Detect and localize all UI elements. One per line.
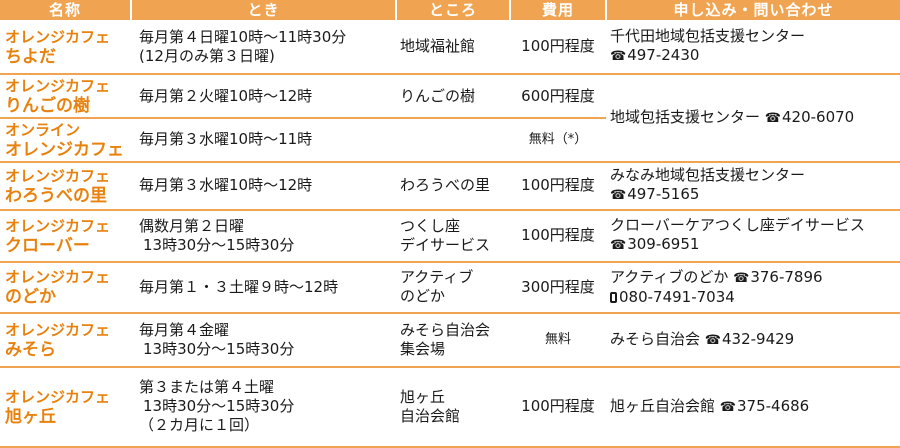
cafe-when: 毎月第２火曜10時～12時 bbox=[131, 74, 396, 119]
cafe-when: 毎月第３水曜10時～12時 bbox=[131, 161, 396, 211]
cafe-where: りんごの樹 bbox=[396, 74, 510, 119]
telephone-icon: ☎ bbox=[704, 332, 721, 348]
phone-number: 432-9429 bbox=[722, 329, 795, 348]
cafe-when: 毎月第４日曜10時～11時30分 (12月のみ第３日曜) bbox=[131, 20, 396, 76]
cafe-contact: みなみ地域包括支援センター ☎497-5165 bbox=[606, 161, 900, 211]
cafe-contact: みそら自治会 ☎432-9429 bbox=[606, 312, 900, 368]
cafe-contact: クローバーケアつくし座デイサービス ☎309-6951 bbox=[606, 209, 900, 263]
header-contact: 申し込み・問い合わせ bbox=[606, 0, 900, 20]
table-row: オンライン オレンジカフェ 毎月第３水曜10時～11時 無料（*） bbox=[0, 117, 900, 163]
cafe-contact: 千代田地域包括支援センター ☎497-2430 bbox=[606, 20, 900, 76]
cafe-name: オレンジカフェ 旭ヶ丘 bbox=[0, 366, 131, 448]
cafe-fee: 100円程度 bbox=[510, 161, 606, 211]
table-row: オレンジカフェ わろうべの里 毎月第３水曜10時～12時 わろうべの里 100円… bbox=[0, 161, 900, 211]
cafe-fee: 300円程度 bbox=[510, 261, 606, 314]
telephone-icon: ☎ bbox=[610, 238, 627, 254]
cafe-where: アクティブ のどか bbox=[396, 261, 510, 314]
cafe-where: 地域福祉館 bbox=[396, 20, 510, 76]
mobile-number: 080-7491-7034 bbox=[619, 287, 735, 306]
telephone-icon: ☎ bbox=[610, 49, 627, 65]
header-name: 名称 bbox=[0, 0, 132, 20]
cafe-name: オレンジカフェ クローバー bbox=[0, 209, 131, 263]
table-row: オレンジカフェ のどか 毎月第１・３土曜９時～12時 アクティブ のどか 300… bbox=[0, 261, 900, 314]
table-row: オレンジカフェ ちよだ 毎月第４日曜10時～11時30分 (12月のみ第３日曜)… bbox=[0, 20, 900, 76]
cafe-fee: 無料 bbox=[510, 312, 606, 368]
cafe-contact: 地域包括支援センター ☎420-6070 bbox=[606, 74, 900, 163]
cafe-name: オレンジカフェ のどか bbox=[0, 261, 131, 314]
cafe-fee: 100円程度 bbox=[510, 366, 606, 448]
header-when: とき bbox=[131, 0, 397, 20]
cafe-when: 偶数月第２日曜 13時30分～15時30分 bbox=[131, 209, 396, 263]
cafe-where: わろうべの里 bbox=[396, 161, 510, 211]
table-row: オレンジカフェ 旭ヶ丘 第３または第４土曜 13時30分～15時30分 （２カ月… bbox=[0, 366, 900, 448]
cafe-fee: 100円程度 bbox=[510, 20, 606, 76]
table-row: オレンジカフェ クローバー 偶数月第２日曜 13時30分～15時30分 つくし座… bbox=[0, 209, 900, 263]
cafe-fee: 無料（*） bbox=[510, 117, 606, 163]
cafe-name: オレンジカフェ ちよだ bbox=[0, 20, 131, 76]
mobile-phone-icon bbox=[610, 291, 617, 303]
cafe-where: みそら自治会 集会場 bbox=[396, 312, 510, 368]
cafe-when: 毎月第４金曜 13時30分～15時30分 bbox=[131, 312, 396, 368]
cafe-when: 毎月第１・３土曜９時～12時 bbox=[131, 261, 396, 314]
header-row: 名称 とき ところ 費用 申し込み・問い合わせ bbox=[0, 0, 900, 20]
cafe-contact: アクティブのどか ☎376-7896 080-7491-7034 bbox=[606, 261, 900, 314]
header-where: ところ bbox=[396, 0, 511, 20]
cafe-where: つくし座 デイサービス bbox=[396, 209, 510, 263]
phone-number: 375-4686 bbox=[737, 396, 810, 415]
phone-number: 420-6070 bbox=[782, 107, 855, 126]
header-fee: 費用 bbox=[510, 0, 607, 20]
cafe-name: オレンジカフェ みそら bbox=[0, 312, 131, 368]
telephone-icon: ☎ bbox=[764, 110, 781, 126]
cafe-contact: 旭ヶ丘自治会館 ☎375-4686 bbox=[606, 366, 900, 448]
cafe-where bbox=[396, 117, 510, 163]
telephone-icon: ☎ bbox=[733, 270, 750, 286]
phone-number: 376-7896 bbox=[750, 267, 823, 286]
cafe-name: オンライン オレンジカフェ bbox=[0, 117, 131, 163]
phone-number: 497-2430 bbox=[627, 46, 700, 65]
cafe-when: 毎月第３水曜10時～11時 bbox=[131, 117, 396, 163]
phone-number: 309-6951 bbox=[627, 235, 700, 254]
cafe-where: 旭ヶ丘 自治会館 bbox=[396, 366, 510, 448]
telephone-icon: ☎ bbox=[610, 188, 627, 204]
cafe-name: オレンジカフェ りんごの樹 bbox=[0, 74, 131, 119]
phone-number: 497-5165 bbox=[627, 185, 700, 204]
table-row: オレンジカフェ りんごの樹 毎月第２火曜10時～12時 りんごの樹 600円程度… bbox=[0, 74, 900, 163]
cafe-fee: 100円程度 bbox=[510, 209, 606, 263]
cafe-when: 第３または第４土曜 13時30分～15時30分 （２カ月に１回） bbox=[131, 366, 396, 448]
cafe-name: オレンジカフェ わろうべの里 bbox=[0, 161, 131, 211]
table-row: オレンジカフェ みそら 毎月第４金曜 13時30分～15時30分 みそら自治会 … bbox=[0, 312, 900, 368]
cafe-fee: 600円程度 bbox=[510, 74, 606, 119]
telephone-icon: ☎ bbox=[719, 399, 736, 415]
